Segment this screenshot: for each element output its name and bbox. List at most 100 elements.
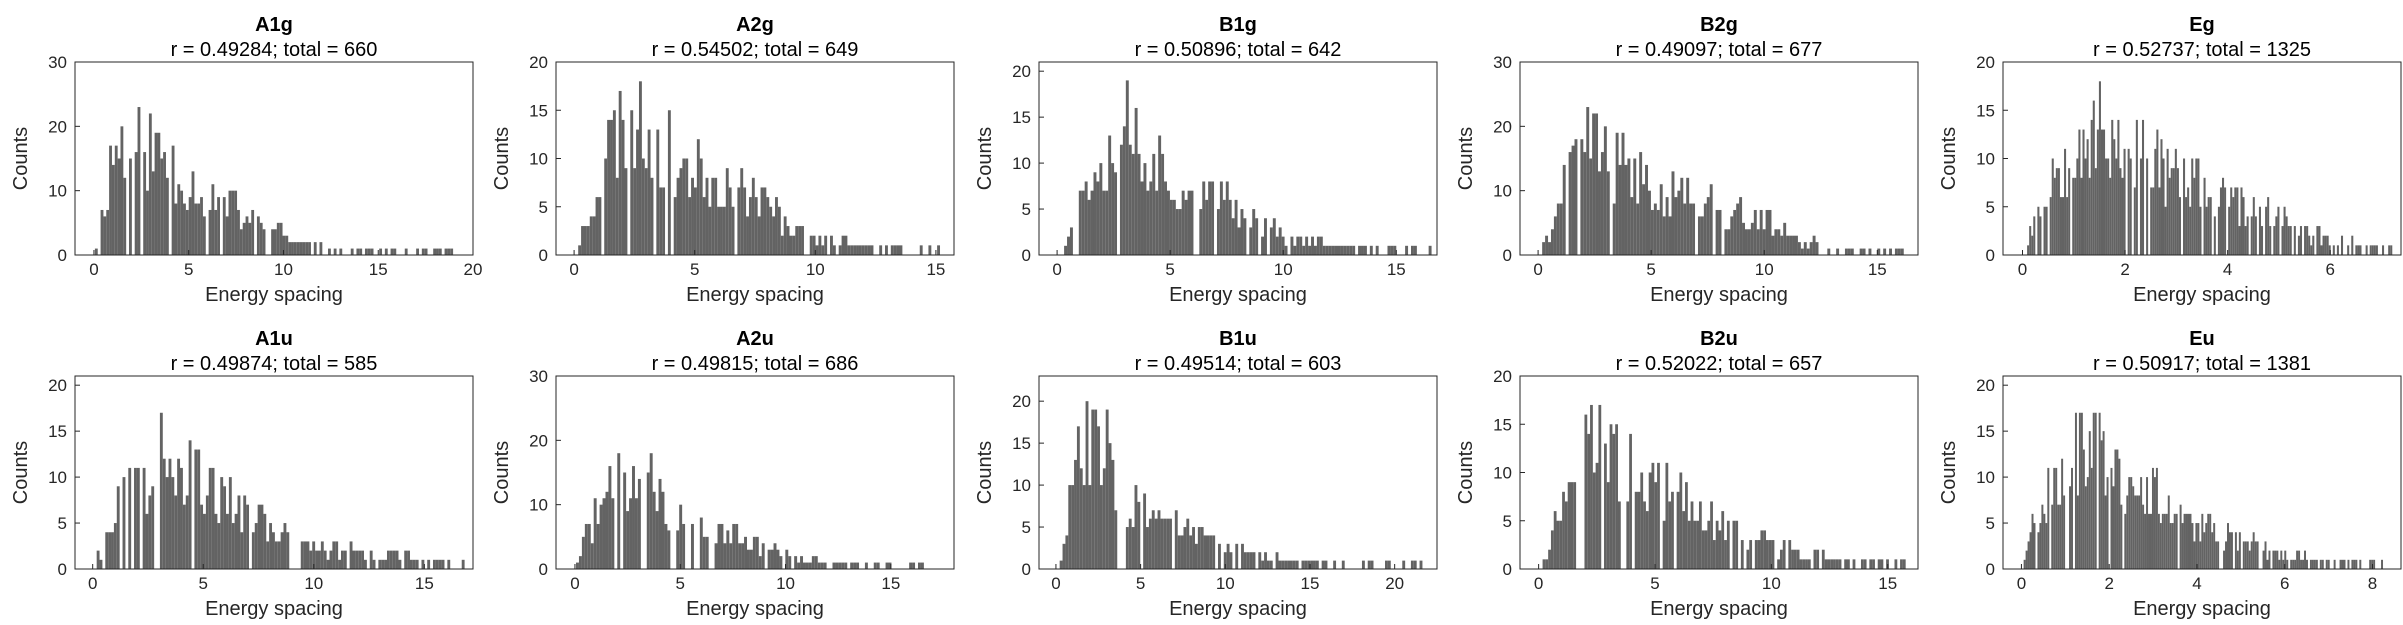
histogram-bar	[99, 559, 103, 569]
histogram-bar	[1321, 560, 1325, 569]
histogram-bar	[1067, 236, 1070, 255]
histogram-bar	[1325, 245, 1329, 255]
y-tick-label: 5	[1986, 514, 1995, 533]
histogram-bar	[607, 119, 611, 256]
histogram-bar	[1629, 433, 1632, 569]
histogram-bar	[746, 216, 749, 255]
histogram-bar	[384, 248, 388, 255]
histogram-bar	[293, 242, 297, 255]
histogram-bar	[2224, 187, 2227, 255]
histogram-bar	[2146, 158, 2149, 255]
histogram-bar	[1636, 203, 1640, 255]
histogram-bar	[1200, 527, 1204, 569]
histogram-bar	[1812, 235, 1816, 255]
chart-subtitle: r = 0.54502; total = 649	[652, 39, 859, 61]
histogram-bar	[332, 541, 336, 569]
histogram-bar	[433, 248, 437, 255]
histogram-bar	[1542, 242, 1546, 255]
histogram-bar	[621, 119, 625, 256]
histogram-bar	[1119, 144, 1123, 255]
histogram-bar	[2029, 532, 2032, 569]
histogram-bar	[1835, 559, 1839, 569]
histogram-bar	[599, 504, 603, 569]
histogram-bar	[251, 532, 255, 569]
histogram-bar	[615, 177, 619, 255]
axes-box	[1038, 375, 1438, 570]
x-tick-label: 15	[1387, 260, 1406, 279]
histogram-bar	[731, 206, 735, 255]
histogram-bar	[1102, 468, 1106, 569]
histogram-bar	[231, 190, 235, 255]
histogram-bar	[735, 523, 739, 569]
histogram-bar	[1642, 184, 1646, 255]
histogram-bar	[748, 197, 752, 255]
histogram-bar	[864, 562, 868, 569]
histogram-bar	[1096, 181, 1100, 255]
histogram-bar	[1343, 245, 1347, 255]
histogram-bar	[2086, 477, 2089, 569]
histogram-bar	[1548, 549, 1551, 569]
histogram-bar	[2265, 206, 2268, 255]
histogram-bar	[732, 523, 736, 569]
histogram-bar	[797, 562, 801, 569]
histogram-bar	[2351, 235, 2354, 255]
histogram-bar	[361, 550, 364, 569]
y-tick-label: 10	[1012, 154, 1031, 173]
histogram-bar	[231, 523, 235, 569]
histogram-bar	[461, 559, 465, 569]
histogram-bar	[1760, 530, 1764, 569]
histogram-bar	[122, 477, 126, 569]
x-tick-label: 15	[415, 574, 434, 593]
histogram-bar	[1410, 560, 1414, 569]
histogram-bar	[162, 458, 166, 569]
panel-b2u: 0 5 10 15 0 5 10 15 20 B2u r = 0.52022; total = 65…	[1455, 328, 1919, 620]
histogram-bar	[2141, 119, 2145, 256]
histogram-bar	[2164, 206, 2167, 255]
y-tick-label: 0	[1022, 560, 1031, 579]
histogram-bar	[254, 523, 258, 569]
histogram-bar	[1662, 520, 1666, 569]
histogram-bar	[1166, 518, 1170, 569]
histogram-bar	[180, 467, 183, 569]
histogram-bar	[2316, 226, 2319, 255]
histogram-bar	[185, 495, 189, 569]
panel-eg: 0 2 4 6 0 5 10 15 20 Eg r = 0.52737; total = 1325 E…	[1938, 14, 2402, 306]
histogram-bar	[2381, 559, 2384, 569]
histogram-bar	[1762, 229, 1766, 255]
histogram-bar	[1160, 518, 1164, 569]
histogram-bar	[633, 168, 637, 255]
x-tick-label: 6	[2280, 574, 2289, 593]
histogram-bar	[2031, 513, 2034, 569]
histogram-bar	[1192, 527, 1195, 569]
histogram-bar	[1331, 245, 1335, 255]
histogram-bar	[1802, 559, 1806, 569]
histogram-bar	[879, 245, 883, 255]
y-axis-label: Counts	[10, 127, 32, 190]
histogram-bar	[1753, 209, 1757, 255]
histogram-bar	[1604, 443, 1607, 569]
histogram-bar	[705, 536, 709, 569]
histogram-bar	[786, 226, 790, 255]
histogram-bar	[109, 145, 112, 255]
y-tick-label: 30	[1493, 53, 1512, 72]
histogram-bar	[1724, 540, 1727, 569]
histogram-bar	[638, 81, 642, 255]
histogram-bar	[841, 235, 845, 255]
histogram-bar	[1671, 171, 1675, 255]
histogram-bar	[1724, 229, 1728, 255]
histogram-bar	[349, 541, 353, 569]
histogram-bar	[1693, 520, 1697, 569]
histogram-bar	[2207, 197, 2210, 255]
x-tick-label: 15	[1301, 574, 1320, 593]
histogram-bar	[795, 226, 799, 255]
histogram-bar	[2041, 504, 2044, 569]
y-axis-label: Counts	[1455, 127, 1477, 190]
histogram-bar	[223, 486, 227, 569]
histogram-bar	[917, 562, 921, 569]
histogram-bar	[259, 222, 263, 255]
histogram-bar	[867, 245, 871, 255]
histogram-bar	[450, 248, 454, 255]
histogram-bar	[766, 197, 770, 255]
panel-eu: 0 2 4 6 8 0 5 10 15 20 Eu r = 0.50917; total = 1381…	[1938, 328, 2402, 620]
histogram-bar	[1241, 543, 1244, 569]
